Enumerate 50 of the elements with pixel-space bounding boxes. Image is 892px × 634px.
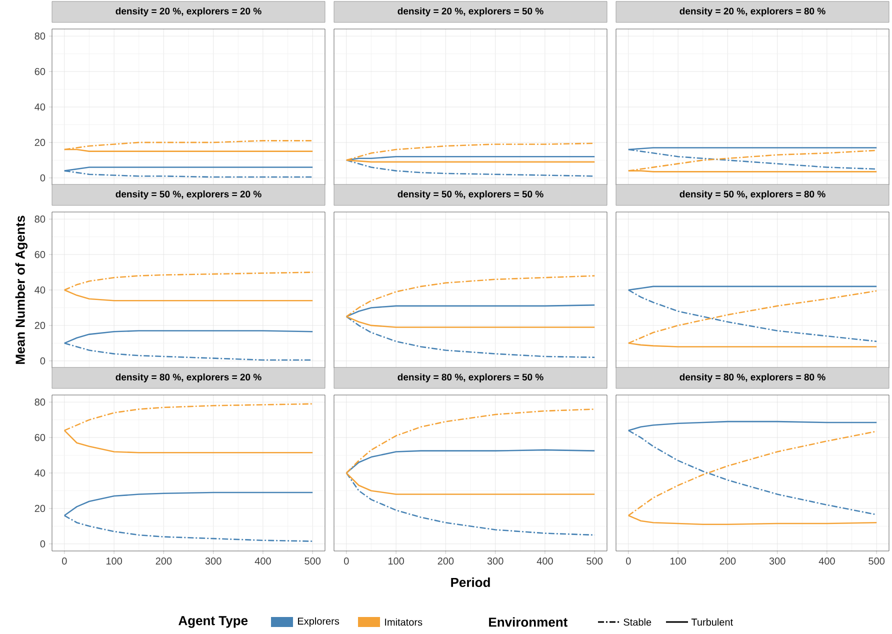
x-tick-label: 500 — [586, 558, 603, 565]
y-tick-label: 40 — [34, 469, 46, 477]
x-tick-label: 100 — [670, 558, 686, 565]
x-tick-label: 0 — [344, 558, 349, 565]
y-tick-label: 20 — [34, 138, 46, 146]
text: Explorers — [298, 617, 340, 627]
chart-title: density = 50 %, explorers = 20 % — [116, 190, 262, 200]
x-tick-label: 0 — [62, 558, 67, 565]
chart-title: density = 50 %, explorers = 50 % — [398, 190, 544, 200]
y-tick-label: 0 — [40, 540, 46, 548]
y-tick-label: 60 — [34, 68, 46, 76]
y-tick-label: 80 — [34, 398, 46, 406]
chart-title: density = 20 %, explorers = 80 % — [680, 7, 826, 16]
text: Environment — [489, 617, 568, 627]
y-axis-title: Mean Number of Agents — [15, 216, 28, 364]
y-tick-label: 60 — [34, 251, 46, 258]
y-tick-label: 60 — [34, 434, 46, 442]
chart-title: density = 80 %, explorers = 50 % — [398, 373, 544, 382]
x-tick-label: 200 — [720, 558, 736, 565]
chart-title: density = 50 %, explorers = 80 % — [680, 190, 826, 200]
x-tick-label: 500 — [304, 558, 321, 565]
x-tick-label: 100 — [106, 558, 122, 565]
y-tick-label: 0 — [40, 357, 46, 364]
y-tick-label: 20 — [34, 322, 46, 329]
chart-title: density = 20 %, explorers = 50 % — [398, 7, 544, 16]
y-tick-label: 80 — [34, 32, 46, 40]
x-tick-label: 100 — [388, 558, 404, 565]
chart-title: density = 20 %, explorers = 20 % — [116, 7, 262, 16]
x-tick-label: 300 — [205, 558, 222, 565]
text: Imitators — [385, 618, 422, 626]
x-tick-label: 200 — [156, 558, 172, 565]
x-axis-title: Period — [451, 577, 490, 588]
y-tick-label: 0 — [40, 174, 46, 182]
text: Turbulent — [691, 618, 734, 626]
text: Agent Type — [178, 616, 248, 628]
x-tick-label: 400 — [536, 558, 553, 565]
x-tick-label: 400 — [254, 558, 271, 565]
x-tick-label: 200 — [438, 558, 454, 565]
chart-title: density = 80 %, explorers = 20 % — [116, 373, 262, 382]
y-tick-label: 80 — [34, 216, 46, 223]
x-tick-label: 300 — [769, 558, 786, 565]
y-tick-label: 20 — [34, 504, 46, 512]
y-tick-label: 40 — [34, 286, 46, 294]
text: Stable — [624, 618, 652, 626]
y-tick-label: 40 — [34, 103, 46, 111]
chart-title: density = 80 %, explorers = 80 % — [680, 373, 826, 382]
x-tick-label: 400 — [818, 558, 835, 565]
x-tick-label: 300 — [487, 558, 504, 565]
x-tick-label: 500 — [868, 558, 885, 565]
x-tick-label: 0 — [626, 558, 631, 565]
